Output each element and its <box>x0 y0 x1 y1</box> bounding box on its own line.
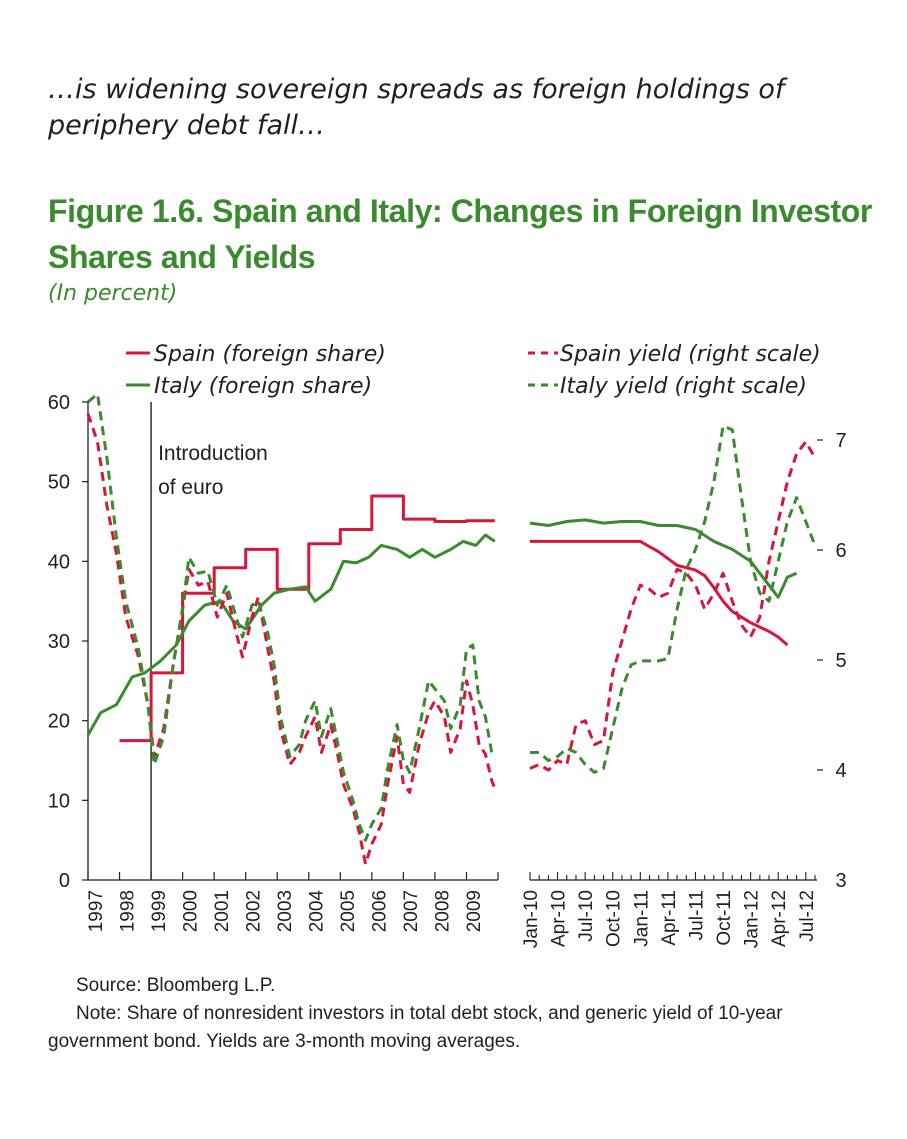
right-x-tick-label: Jul-10 <box>576 890 597 942</box>
left-y-tick-label: 0 <box>59 870 70 892</box>
right-x-tick-label: Apr-12 <box>769 890 790 947</box>
right-y-tick-label: 6 <box>835 540 846 562</box>
right-x-tick-label: Jan-10 <box>521 890 542 948</box>
figure-units: (In percent) <box>48 281 178 306</box>
euro-intro-label: Introduction <box>158 442 268 465</box>
left-x-tick-label: 2008 <box>433 890 454 932</box>
figure-title: Figure 1.6. Spain and Italy: Changes in … <box>48 193 872 275</box>
euro-annotation: Introduction of euro <box>150 402 268 880</box>
left-x-tick-label: 2006 <box>370 890 391 932</box>
legend-label: Italy yield (right scale) <box>560 374 807 399</box>
right-y-tick-label: 7 <box>835 430 846 452</box>
left-x-tick-label: 2007 <box>401 890 422 932</box>
series-line-spain-foreign-share-left <box>119 494 495 743</box>
left-y-tick-label: 50 <box>48 472 70 494</box>
series-line-italy-foreign-share-left <box>86 533 496 736</box>
left-x-tick-label: 2000 <box>180 890 201 932</box>
chart-note: Note: Share of nonresident investors in … <box>48 1003 783 1052</box>
left-x-tick-label: 2001 <box>212 890 233 932</box>
legend-label: Spain (foreign share) <box>154 342 386 367</box>
right-x-tick-label: Jan-11 <box>631 890 652 947</box>
series-line-spain-yield-right-scale-right <box>529 440 817 772</box>
left-x-tick-label: 2002 <box>243 890 264 932</box>
series-line-italy-yield-right-scale-left <box>87 392 495 842</box>
series-line-italy-foreign-share-right <box>529 518 798 599</box>
right-y-tick-label: 3 <box>835 870 846 892</box>
right-y-tick-label: 5 <box>835 650 846 672</box>
right-y-tick-label: 4 <box>835 760 846 782</box>
euro-intro-label: of euro <box>158 476 223 499</box>
right-x-tick-label: Oct-11 <box>714 890 735 946</box>
chart: Spain (foreign share) Italy (foreign shar… <box>48 342 847 948</box>
right-x-tick-label: Jul-11 <box>686 890 707 940</box>
left-y-tick-label: 60 <box>48 392 70 414</box>
series-line-spain-foreign-share-right <box>530 539 789 647</box>
left-y-tick-label: 10 <box>48 790 70 812</box>
right-x-tick-label: Apr-10 <box>549 890 570 947</box>
right-x-tick-label: Jul-12 <box>797 890 818 942</box>
figure-footnotes: Source: Bloomberg L.P. Note: Share of no… <box>48 972 868 1056</box>
right-x-tick-label: Jan-12 <box>742 890 763 948</box>
left-x-tick-label: 1998 <box>117 890 138 932</box>
left-y-tick-label: 20 <box>48 711 70 733</box>
series-line-italy-yield-right-scale-right <box>530 424 817 774</box>
left-x-tick-label: 2003 <box>275 890 296 932</box>
legend-label: Italy (foreign share) <box>154 374 372 399</box>
left-x-tick-label: 1999 <box>149 890 170 932</box>
left-x-tick-label: 1997 <box>86 890 107 932</box>
series-lines <box>86 392 817 866</box>
left-y-tick-label: 40 <box>48 551 70 573</box>
lead-text: …is widening sovereign spreads as foreig… <box>48 74 785 141</box>
left-x-tick-label: 2004 <box>307 890 328 933</box>
left-y-tick-label: 30 <box>48 631 70 653</box>
right-x-tick-label: Apr-11 <box>659 890 680 946</box>
left-x-tick-label: 2005 <box>338 890 359 932</box>
series-line-spain-yield-right-scale-left <box>86 413 497 866</box>
source-note: Source: Bloomberg L.P. <box>76 975 276 996</box>
legend-label: Spain yield (right scale) <box>560 342 821 367</box>
legend: Spain (foreign share) Italy (foreign shar… <box>126 342 821 399</box>
right-x-tick-label: Oct-10 <box>604 890 625 947</box>
left-x-tick-label: 2009 <box>464 890 485 932</box>
axes: 0 10 20 30 40 50 60 1997 1998 1999 2000 2001 2002 200… <box>48 392 847 948</box>
